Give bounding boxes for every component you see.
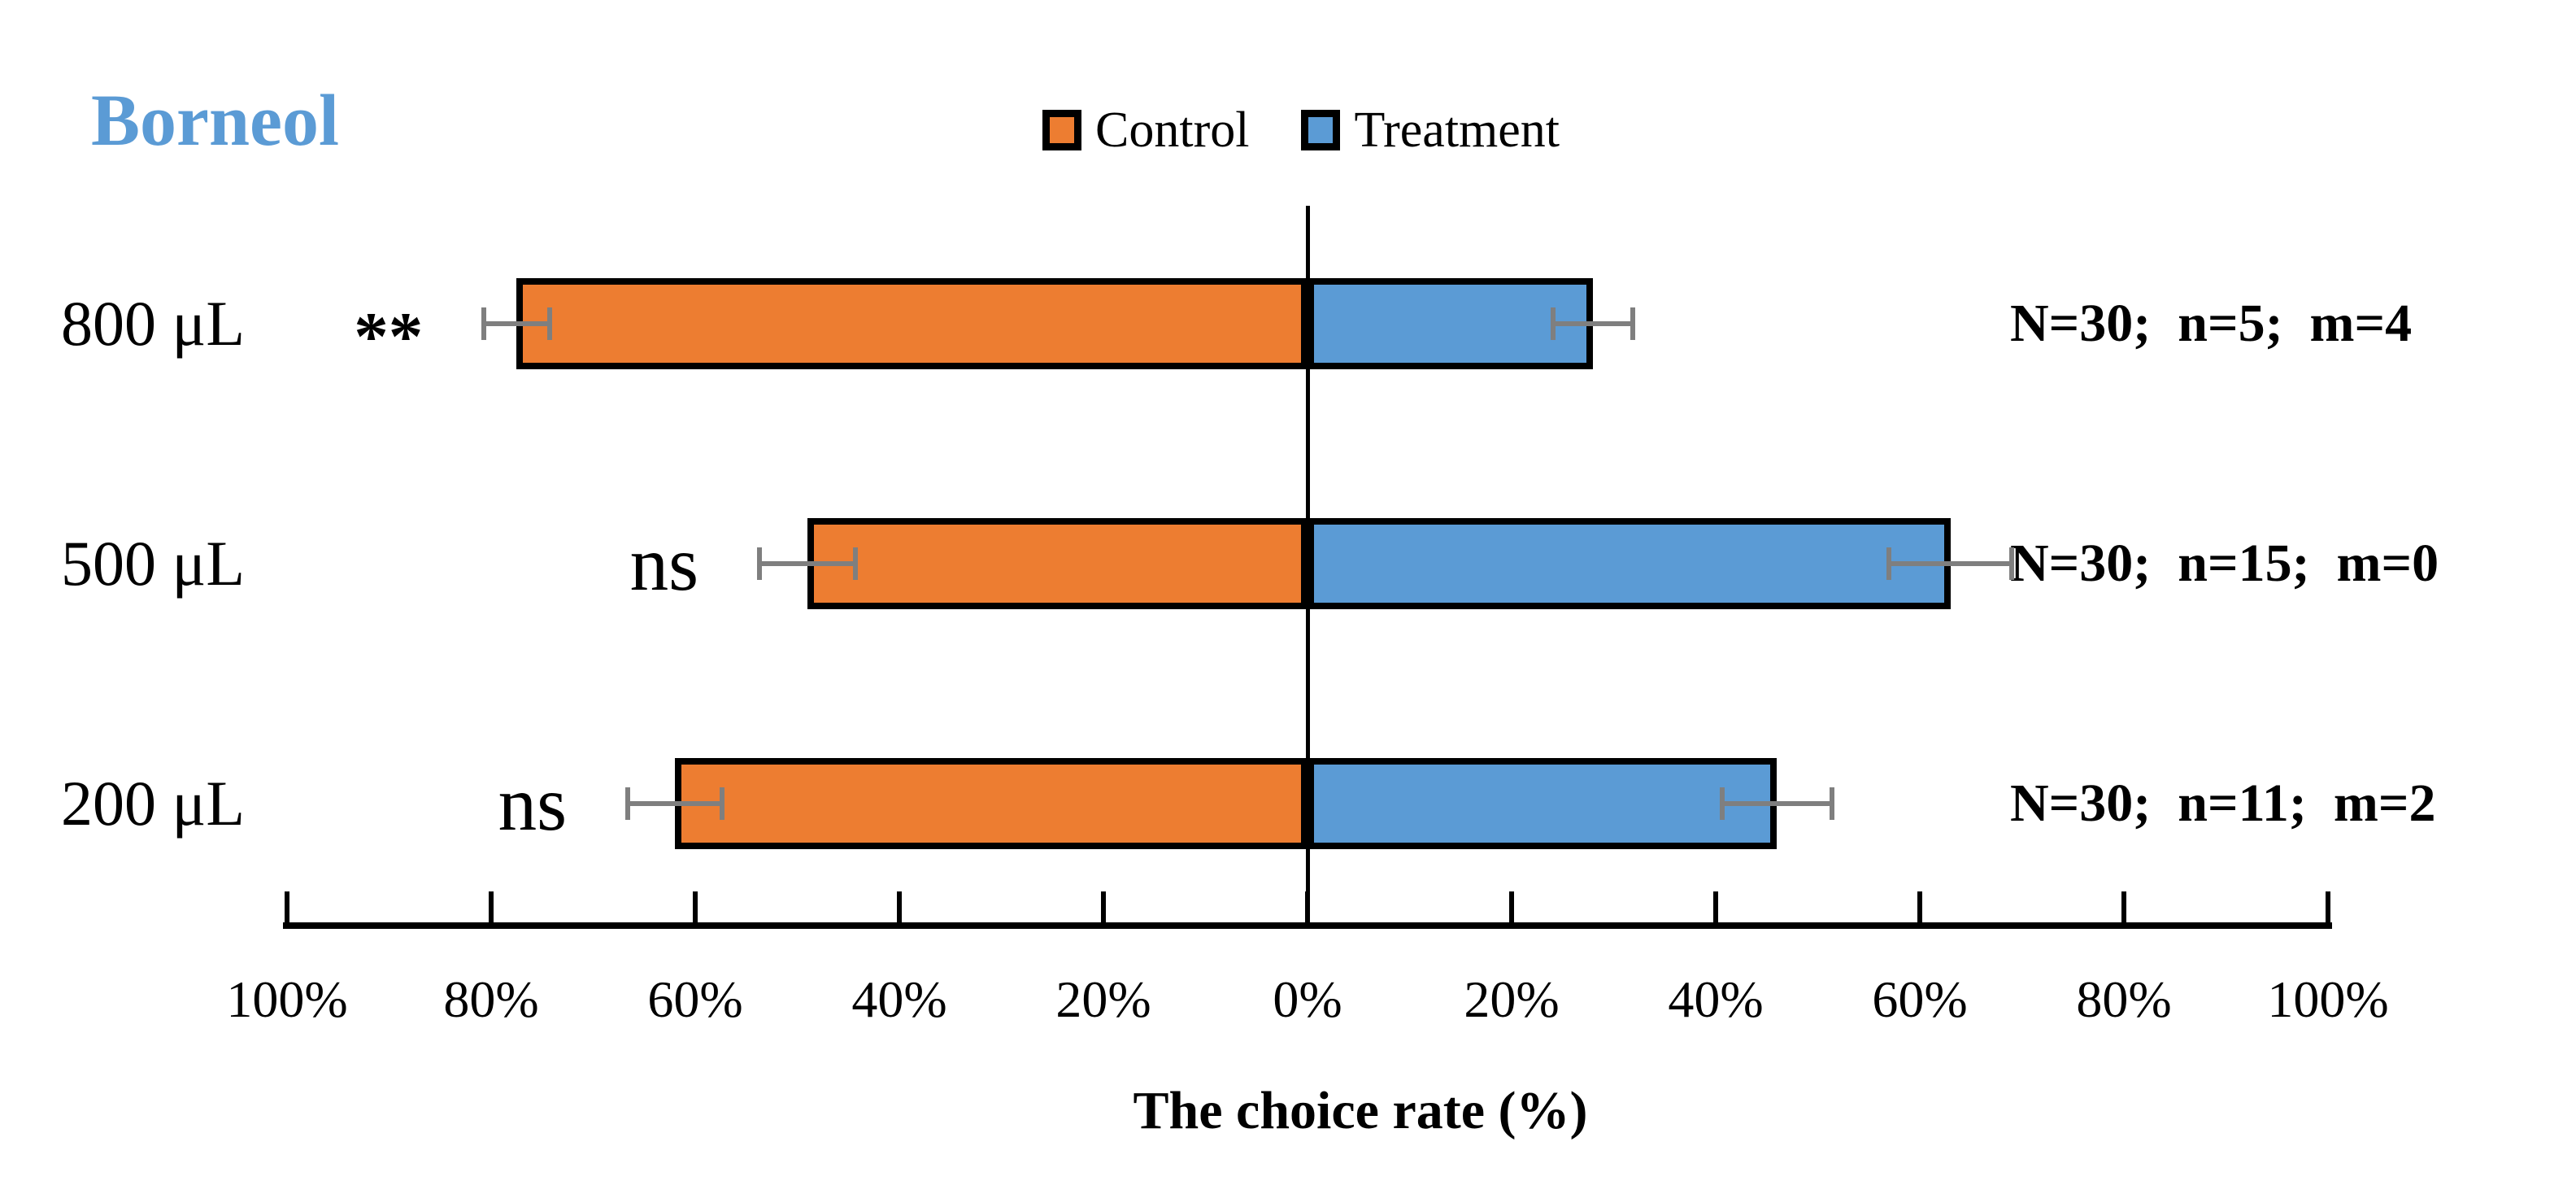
significance-label: ns bbox=[629, 521, 699, 607]
x-axis-tick-label: 100% bbox=[226, 970, 348, 1028]
legend-item-treatment: Treatment bbox=[1301, 102, 1560, 159]
error-bar-treatment-cap-right bbox=[1630, 307, 1636, 340]
error-bar-control-line bbox=[628, 801, 722, 806]
error-bar-control-cap-right bbox=[546, 307, 552, 340]
category-label: 200 μL bbox=[61, 768, 245, 839]
x-axis-tick-label: 80% bbox=[443, 970, 539, 1028]
error-bar-control-line bbox=[484, 321, 550, 326]
category-label: 500 μL bbox=[61, 528, 245, 599]
x-axis-tick-label: 80% bbox=[2076, 970, 2172, 1028]
x-axis-tick bbox=[1101, 891, 1106, 922]
x-axis-tick-label: 100% bbox=[2267, 970, 2389, 1028]
row-note: N=30; n=15; m=0 bbox=[2010, 534, 2439, 593]
error-bar-treatment-cap-left bbox=[1719, 787, 1725, 820]
bar-control bbox=[807, 518, 1308, 609]
x-axis-tick bbox=[285, 891, 289, 922]
bar-treatment bbox=[1308, 518, 1951, 609]
x-axis-tick bbox=[693, 891, 698, 922]
x-axis-tick-label: 40% bbox=[851, 970, 947, 1028]
significance-label: ** bbox=[354, 299, 424, 375]
error-bar-control-cap-right bbox=[853, 547, 859, 580]
control-swatch-icon bbox=[1042, 110, 1081, 150]
error-bar-treatment-line bbox=[1553, 321, 1634, 326]
legend: Control Treatment bbox=[1042, 101, 1560, 159]
error-bar-treatment-cap-right bbox=[1830, 787, 1835, 820]
category-label: 800 μL bbox=[61, 288, 245, 359]
legend-item-control: Control bbox=[1042, 102, 1249, 159]
x-axis-tick bbox=[1917, 891, 1922, 922]
x-axis-tick bbox=[1713, 891, 1718, 922]
x-axis-tick bbox=[489, 891, 494, 922]
x-axis-tick bbox=[1509, 891, 1514, 922]
error-bar-control-line bbox=[759, 561, 856, 566]
x-axis-tick-label: 20% bbox=[1464, 970, 1560, 1028]
x-axis-title: The choice rate (%) bbox=[1133, 1081, 1588, 1140]
error-bar-treatment-cap-left bbox=[1551, 307, 1556, 340]
error-bar-treatment-line bbox=[1721, 801, 1833, 806]
x-axis-tick-label: 20% bbox=[1055, 970, 1151, 1028]
error-bar-treatment-line bbox=[1889, 561, 2012, 566]
significance-label: ns bbox=[498, 760, 568, 847]
error-bar-treatment-cap-right bbox=[2008, 547, 2014, 580]
error-bar-treatment-cap-left bbox=[1886, 547, 1892, 580]
figure-title: Borneol bbox=[91, 80, 339, 161]
bar-treatment bbox=[1308, 758, 1778, 849]
legend-label-control: Control bbox=[1095, 102, 1250, 158]
bar-control bbox=[674, 758, 1308, 849]
x-axis-tick bbox=[2121, 891, 2126, 922]
x-axis-tick-label: 60% bbox=[1872, 970, 1968, 1028]
x-axis-tick bbox=[2326, 891, 2330, 922]
error-bar-control-cap-left bbox=[625, 787, 631, 820]
bar-control bbox=[516, 278, 1308, 369]
error-bar-control-cap-left bbox=[481, 307, 487, 340]
row-note: N=30; n=11; m=2 bbox=[2010, 774, 2436, 833]
x-axis-tick-label: 40% bbox=[1668, 970, 1764, 1028]
x-axis-tick bbox=[897, 891, 902, 922]
error-bar-control-cap-right bbox=[719, 787, 724, 820]
legend-label-treatment: Treatment bbox=[1354, 102, 1560, 158]
row-note: N=30; n=5; m=4 bbox=[2010, 294, 2413, 353]
x-axis-tick-label: 0% bbox=[1273, 970, 1342, 1028]
bar-treatment bbox=[1308, 278, 1594, 369]
error-bar-control-cap-left bbox=[757, 547, 763, 580]
treatment-swatch-icon bbox=[1301, 110, 1341, 150]
x-axis-tick-label: 60% bbox=[647, 970, 743, 1028]
